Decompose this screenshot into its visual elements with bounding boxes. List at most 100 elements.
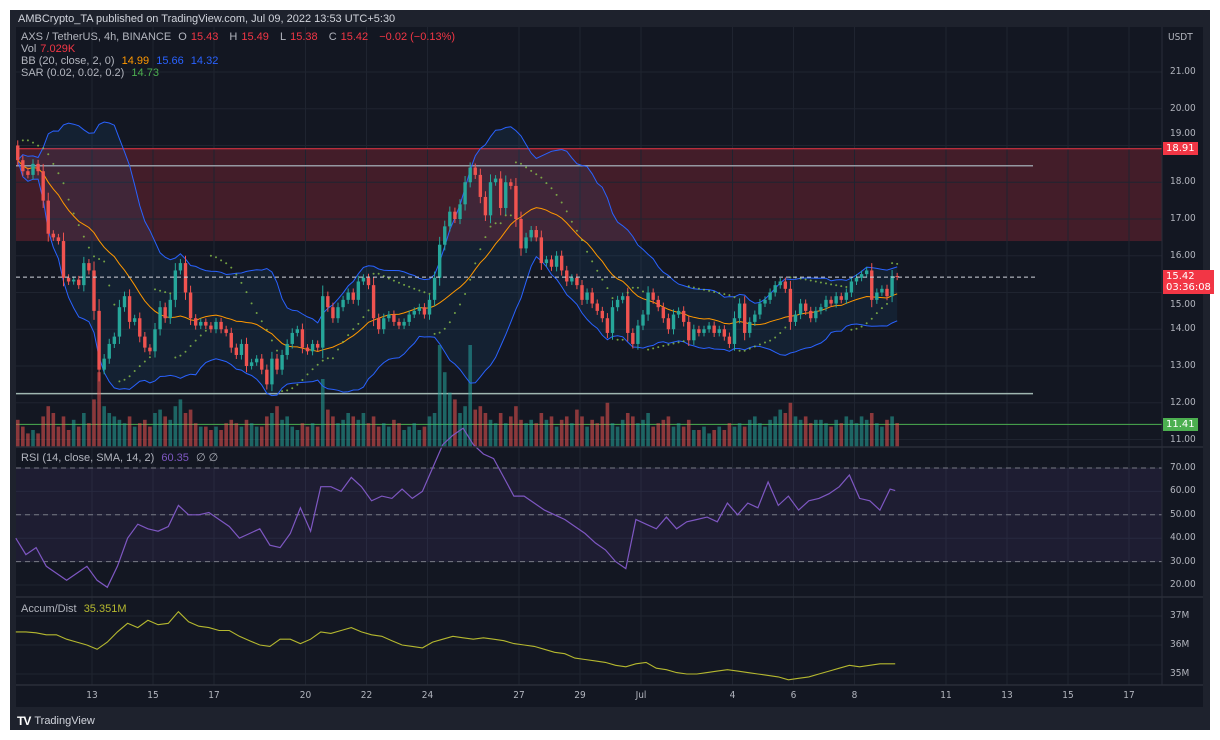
sar-dot [352,328,355,331]
candle [595,299,599,315]
candle [331,302,335,323]
sar-dot [631,286,634,289]
tradingview-logo-icon: TV [17,714,31,728]
candle-body [565,270,569,282]
volume-bar [437,345,442,447]
symbol-label[interactable]: AXS / TetherUS, 4h, BINANCE [21,31,172,43]
sar-dot [296,383,299,386]
candle [793,310,798,326]
sar-dot [703,288,705,291]
candle-body [336,307,340,319]
candle-body [788,288,793,322]
candle [443,220,447,251]
candle-body [26,171,30,175]
candle-body [875,292,879,300]
sar-series [21,139,899,393]
bb-label: BB (20, close, 2, 0) [21,55,115,67]
sar-dot [77,224,80,227]
ad-tick-label: 35M [1170,668,1190,679]
volume-bar [127,416,132,447]
volume-bar [453,399,457,447]
volume-bar [844,416,849,447]
volume-bar [82,413,86,447]
candle-body [366,277,371,286]
candle-body [346,292,350,300]
sar-dot [799,277,802,280]
sar-dot [855,327,858,330]
volume-bar [514,406,518,447]
candle [254,355,259,366]
volume-bar [102,406,106,447]
ohlc-key: O [178,31,187,43]
sar-dot [611,297,614,300]
candle [366,273,371,290]
candle-body [809,310,813,319]
candle-body [514,185,518,219]
volume-bar [163,416,167,447]
volume-bar [549,416,554,447]
sar-dot [819,281,822,284]
candle [839,292,843,304]
sar-dot [148,356,151,359]
sar-dot [550,187,553,190]
candle [783,277,788,293]
sar-dot [835,284,838,287]
candle-body [122,296,127,308]
volume-bar [310,423,315,447]
volume-bar [219,430,223,447]
sar-dot [499,222,502,225]
sar-dot [535,173,538,176]
candle-body [290,332,294,344]
volume-bar [702,426,706,447]
volume-bar [61,416,66,447]
candle-body [97,310,101,370]
legend-bb[interactable]: BB (20, close, 2, 0) 14.99 15.66 14.32 [21,55,222,67]
sar-dot [743,349,746,352]
candle-body [87,263,91,271]
candle-body [361,277,366,282]
candle [209,322,213,333]
legend-rsi[interactable]: RSI (14, close, SMA, 14, 2) 60.35 ∅ ∅ [21,452,222,464]
tradingview-branding[interactable]: TV TradingView [17,714,95,728]
candle-body [681,310,686,322]
volume-bar [143,419,147,447]
time-tick-label: 27 [513,690,525,701]
volume-bar [834,419,838,447]
candle-body [249,362,254,366]
brand-name: TradingView [34,715,95,727]
candle-body [280,354,284,370]
candle [524,232,528,253]
candle [692,324,696,345]
candle [239,339,244,360]
candle [656,295,660,312]
candle [173,263,178,308]
volume-bar [361,413,366,447]
price-tick-label: 18.00 [1170,176,1196,188]
candle-body [417,307,422,311]
volume-bar [290,426,295,447]
rsi-tick-label: 30.00 [1170,555,1196,567]
ohlc-value: 15.38 [290,31,318,43]
candle [127,289,132,329]
sar-dot [581,239,583,242]
candle-body [803,303,808,311]
candle-body [498,178,503,208]
volume-bar [773,416,777,447]
candle-body [519,219,523,249]
sar-dot [459,303,461,306]
legend-ad[interactable]: Accum/Dist 35.351M [21,603,131,615]
candle-body [895,275,899,278]
volume-bar [712,430,716,447]
sar-dot [169,292,172,295]
sar-dot [575,229,578,232]
volume-bar [859,416,864,447]
legend-sar[interactable]: SAR (0.02, 0.02, 0.2) 14.73 [21,67,163,79]
candle [529,225,533,242]
candle [326,291,330,312]
candle-body [356,281,361,300]
candle [61,232,66,287]
price-tick-label: 20.00 [1170,102,1196,114]
legend-volume[interactable]: Vol 7.029K [21,43,79,55]
candle-body [148,347,152,352]
